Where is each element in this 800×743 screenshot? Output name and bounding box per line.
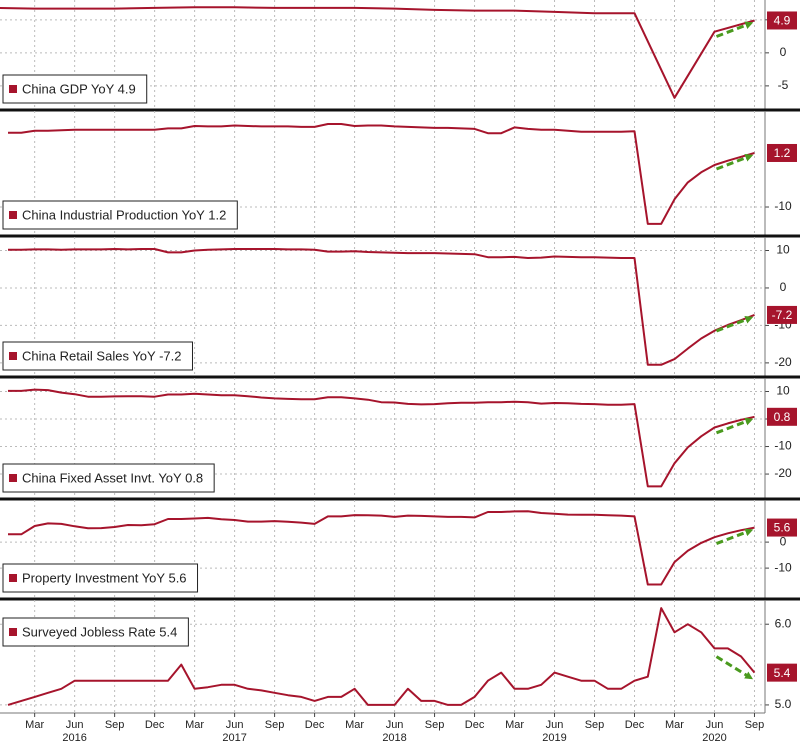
legend-box <box>2 74 148 104</box>
legend-box <box>2 617 189 647</box>
trend-arrow <box>715 315 754 333</box>
year-label: 2017 <box>222 732 246 743</box>
x-tick-label: Mar <box>505 719 524 731</box>
x-tick-label: Jun <box>226 719 244 731</box>
panel: -10 1.2 China Industrial Production YoY 1.… <box>0 111 800 238</box>
y-tick-label: 5.0 <box>775 697 792 711</box>
year-label: 2020 <box>702 732 726 743</box>
value-label-box <box>767 11 797 30</box>
value-label-box <box>767 143 797 162</box>
panel: 6.0 5.0 5.4 Surveyed Jobless Rate 5.4 <box>0 600 797 713</box>
legend-swatch <box>9 211 17 219</box>
year-label: 2018 <box>382 732 406 743</box>
value-label-box <box>767 663 797 682</box>
legend-label: China GDP YoY 4.9 <box>22 81 136 96</box>
legend-box <box>2 341 193 371</box>
legend-label: China Retail Sales YoY -7.2 <box>22 348 181 363</box>
value-label-box <box>767 407 797 426</box>
x-tick-label: Mar <box>665 719 684 731</box>
y-tick-label: -10 <box>774 199 792 213</box>
y-tick-label: -5 <box>778 78 789 92</box>
x-tick-label: Sep <box>425 719 445 731</box>
y-tick-label: 6.0 <box>775 616 792 630</box>
legend-label: Property Investment YoY 5.6 <box>22 570 187 585</box>
legend-box <box>2 463 215 493</box>
x-tick-label: Sep <box>265 719 285 731</box>
value-label: 5.6 <box>774 521 791 535</box>
trend-arrow <box>715 154 754 171</box>
x-tick-label: Dec <box>145 719 165 731</box>
legend-label: China Industrial Production YoY 1.2 <box>22 207 226 222</box>
x-tick-label: Dec <box>305 719 325 731</box>
x-tick-label: Mar <box>345 719 364 731</box>
series-line <box>7 607 756 706</box>
y-tick-label: 0 <box>780 534 787 548</box>
legend-swatch <box>9 628 17 636</box>
value-label: 0.8 <box>774 410 791 424</box>
trend-arrow <box>715 528 754 545</box>
value-label-box <box>767 518 797 537</box>
x-tick-label: Sep <box>105 719 125 731</box>
x-tick-label: Jun <box>386 719 404 731</box>
legend-label: Surveyed Jobless Rate 5.4 <box>22 624 177 639</box>
value-label: 5.4 <box>774 666 791 680</box>
y-tick-label: 10 <box>776 384 790 398</box>
y-tick-label: 0 <box>780 280 787 294</box>
y-tick-label: -10 <box>774 439 792 453</box>
y-tick-label: -20 <box>774 466 792 480</box>
value-label: 1.2 <box>774 146 791 160</box>
y-tick-label: -20 <box>774 355 792 369</box>
x-tick-label: Sep <box>585 719 605 731</box>
legend-box <box>2 200 238 230</box>
x-tick-label: Jun <box>546 719 564 731</box>
trend-arrow <box>715 21 754 38</box>
x-tick-label: Mar <box>25 719 44 731</box>
x-tick-label: Jun <box>706 719 724 731</box>
y-tick-label: 0 <box>780 45 787 59</box>
x-tick-label: Jun <box>66 719 84 731</box>
x-tick-label: Dec <box>465 719 485 731</box>
year-label: 2019 <box>542 732 566 743</box>
x-tick-label: Dec <box>625 719 645 731</box>
series-line <box>8 510 755 586</box>
value-label: -7.2 <box>772 308 793 322</box>
x-tick-label: Mar <box>185 719 204 731</box>
legend-swatch <box>9 574 17 582</box>
legend-label: China Fixed Asset Invt. YoY 0.8 <box>22 470 203 485</box>
series-line <box>8 388 755 488</box>
value-label-box <box>767 305 797 324</box>
panel: 0 -10 5.6 Property Investment YoY 5.6 <box>0 500 800 601</box>
series-line <box>8 123 755 225</box>
legend-swatch <box>9 474 17 482</box>
value-label: 4.9 <box>774 14 791 28</box>
legend-swatch <box>9 352 17 360</box>
trend-arrow <box>715 417 754 435</box>
series-line <box>8 248 755 366</box>
y-tick-label: 10 <box>776 243 790 257</box>
series-line <box>0 6 755 99</box>
x-tick-label: Sep <box>745 719 765 731</box>
legend-box <box>2 563 199 593</box>
year-label: 2016 <box>62 732 86 743</box>
trend-arrow <box>715 655 754 680</box>
legend-swatch <box>9 85 17 93</box>
y-tick-label: -10 <box>774 560 792 574</box>
